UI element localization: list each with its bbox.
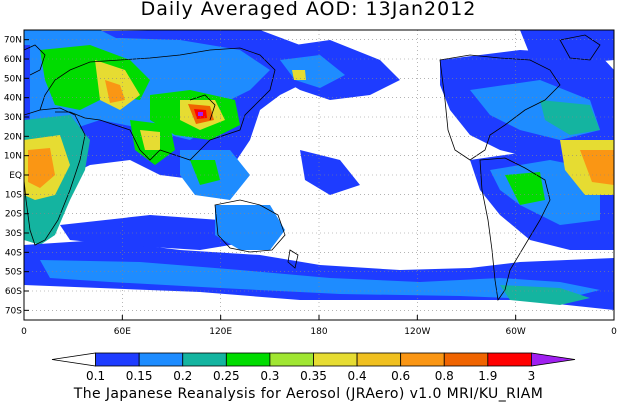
lon-label: 60W — [505, 327, 525, 337]
colorbar-box — [225, 352, 271, 367]
lon-label: 0 — [21, 327, 27, 337]
colorbar-box — [487, 352, 532, 367]
coastlines — [24, 34, 601, 302]
colorbar-label: 0.6 — [391, 369, 410, 383]
colorbar-label: 0.8 — [435, 369, 454, 383]
colorbar-label: 0.3 — [260, 369, 279, 383]
colorbar-box — [356, 352, 402, 367]
lon-label: 120E — [209, 327, 232, 337]
colorbar-box — [313, 352, 358, 367]
latitude-labels: 70N 60N 50N 40N 30N 20N 10N EQ 10S 20S 30S 40S 50S 60… — [4, 36, 22, 317]
colorbar-box — [400, 352, 445, 367]
colorbar — [51, 352, 576, 367]
colorbar-label: 0.4 — [348, 369, 367, 383]
colorbar-box — [443, 352, 489, 367]
lat-label: 50S — [5, 268, 22, 278]
lat-label: 50N — [4, 74, 22, 84]
colorbar-label: 0.2 — [173, 369, 192, 383]
lat-label: 70N — [4, 36, 22, 46]
colorbar-label: 0.25 — [213, 369, 240, 383]
colorbar-box — [269, 352, 314, 367]
colorbar-box — [138, 352, 184, 367]
lat-label: 10N — [4, 152, 22, 162]
colorbar-label: 1.9 — [478, 369, 497, 383]
lat-label: 10S — [5, 190, 22, 200]
colorbar-label: 3 — [528, 369, 536, 383]
lat-label: 30N — [4, 113, 22, 123]
credit-line: The Japanese Reanalysis for Aerosol (JRA… — [73, 386, 544, 402]
lat-label: 70S — [5, 306, 22, 316]
colorbar-label: 0.35 — [300, 369, 327, 383]
lat-label: 20S — [5, 210, 22, 220]
lat-label: 40N — [4, 94, 22, 104]
colorbar-label: 0.15 — [126, 369, 153, 383]
lon-label: 0 — [611, 327, 617, 337]
lat-label: EQ — [9, 171, 22, 181]
lon-label: 180 — [310, 327, 327, 337]
longitude-labels: 0 60E 120E 180 120W 60W 0 — [21, 327, 617, 337]
map-frame — [23, 29, 615, 321]
lat-label: 60S — [5, 287, 22, 297]
lat-label: 40S — [5, 248, 22, 258]
colorbar-overflow — [531, 352, 576, 367]
map-title: Daily Averaged AOD: 13Jan2012 — [140, 0, 477, 20]
lat-label: 20N — [4, 132, 22, 142]
colorbar-box — [182, 352, 227, 367]
colorbar-underflow — [51, 352, 96, 367]
colorbar-label: 0.1 — [86, 369, 105, 383]
colorbar-labels: 0.1 0.15 0.2 0.25 0.3 0.35 0.4 0.6 0.8 1.9 3 — [86, 369, 535, 383]
colorbar-box — [95, 352, 140, 367]
lon-label: 60E — [114, 327, 131, 337]
lon-label: 120W — [404, 327, 430, 337]
lat-label: 60N — [4, 55, 22, 65]
lat-label: 30S — [5, 229, 22, 239]
